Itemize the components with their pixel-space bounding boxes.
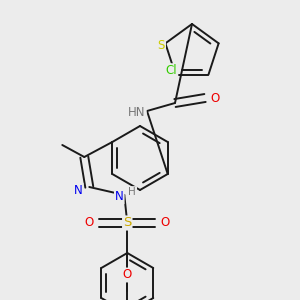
Text: N: N <box>115 190 124 203</box>
Text: HN: HN <box>128 106 146 119</box>
Text: O: O <box>210 92 220 104</box>
Text: S: S <box>158 39 165 52</box>
Text: H: H <box>128 187 136 197</box>
Text: O: O <box>161 217 170 230</box>
Text: S: S <box>123 217 131 230</box>
Text: O: O <box>123 268 132 281</box>
Text: O: O <box>85 217 94 230</box>
Text: Cl: Cl <box>166 64 177 77</box>
Text: N: N <box>74 184 83 196</box>
